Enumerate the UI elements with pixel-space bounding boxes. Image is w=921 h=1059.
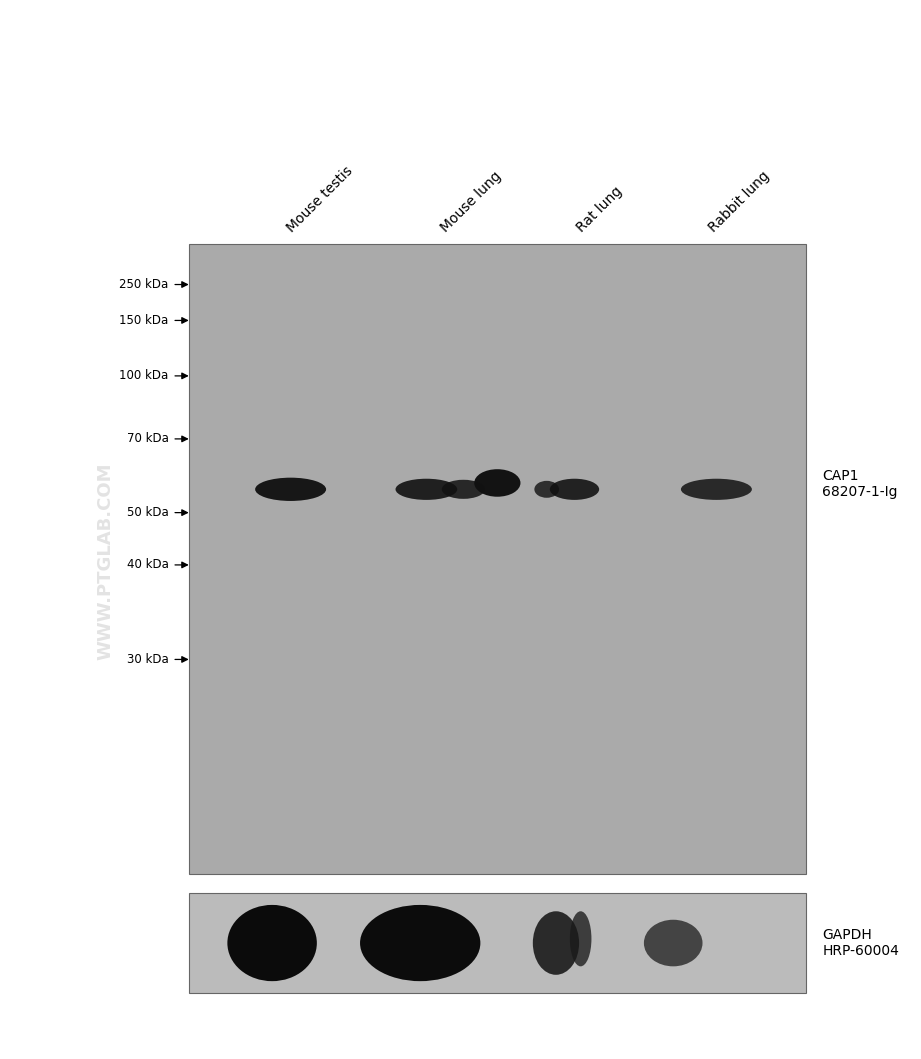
Text: Mouse testis: Mouse testis [284, 164, 356, 235]
Text: 100 kDa: 100 kDa [120, 370, 169, 382]
Bar [189, 244, 806, 874]
Ellipse shape [534, 481, 559, 498]
Text: Rat lung: Rat lung [574, 184, 624, 235]
Ellipse shape [550, 479, 600, 500]
Text: 70 kDa: 70 kDa [127, 432, 169, 446]
Ellipse shape [442, 480, 485, 499]
Text: 30 kDa: 30 kDa [127, 653, 169, 666]
Ellipse shape [395, 479, 457, 500]
Text: 50 kDa: 50 kDa [127, 506, 169, 519]
Bar [189, 893, 806, 993]
Ellipse shape [533, 911, 579, 974]
Text: Mouse lung: Mouse lung [438, 169, 504, 235]
Text: Rabbit lung: Rabbit lung [706, 168, 773, 235]
Ellipse shape [474, 469, 520, 497]
Text: 250 kDa: 250 kDa [120, 279, 169, 291]
Ellipse shape [644, 919, 703, 966]
Text: 150 kDa: 150 kDa [120, 313, 169, 327]
Ellipse shape [360, 904, 481, 981]
Text: CAP1
68207-1-Ig: CAP1 68207-1-Ig [822, 469, 898, 500]
Text: GAPDH
HRP-60004: GAPDH HRP-60004 [822, 928, 899, 958]
Text: WWW.PTGLAB.COM: WWW.PTGLAB.COM [97, 463, 115, 660]
Ellipse shape [681, 479, 752, 500]
Ellipse shape [227, 904, 317, 981]
Ellipse shape [255, 478, 326, 501]
Text: 40 kDa: 40 kDa [127, 558, 169, 572]
Ellipse shape [570, 911, 591, 966]
